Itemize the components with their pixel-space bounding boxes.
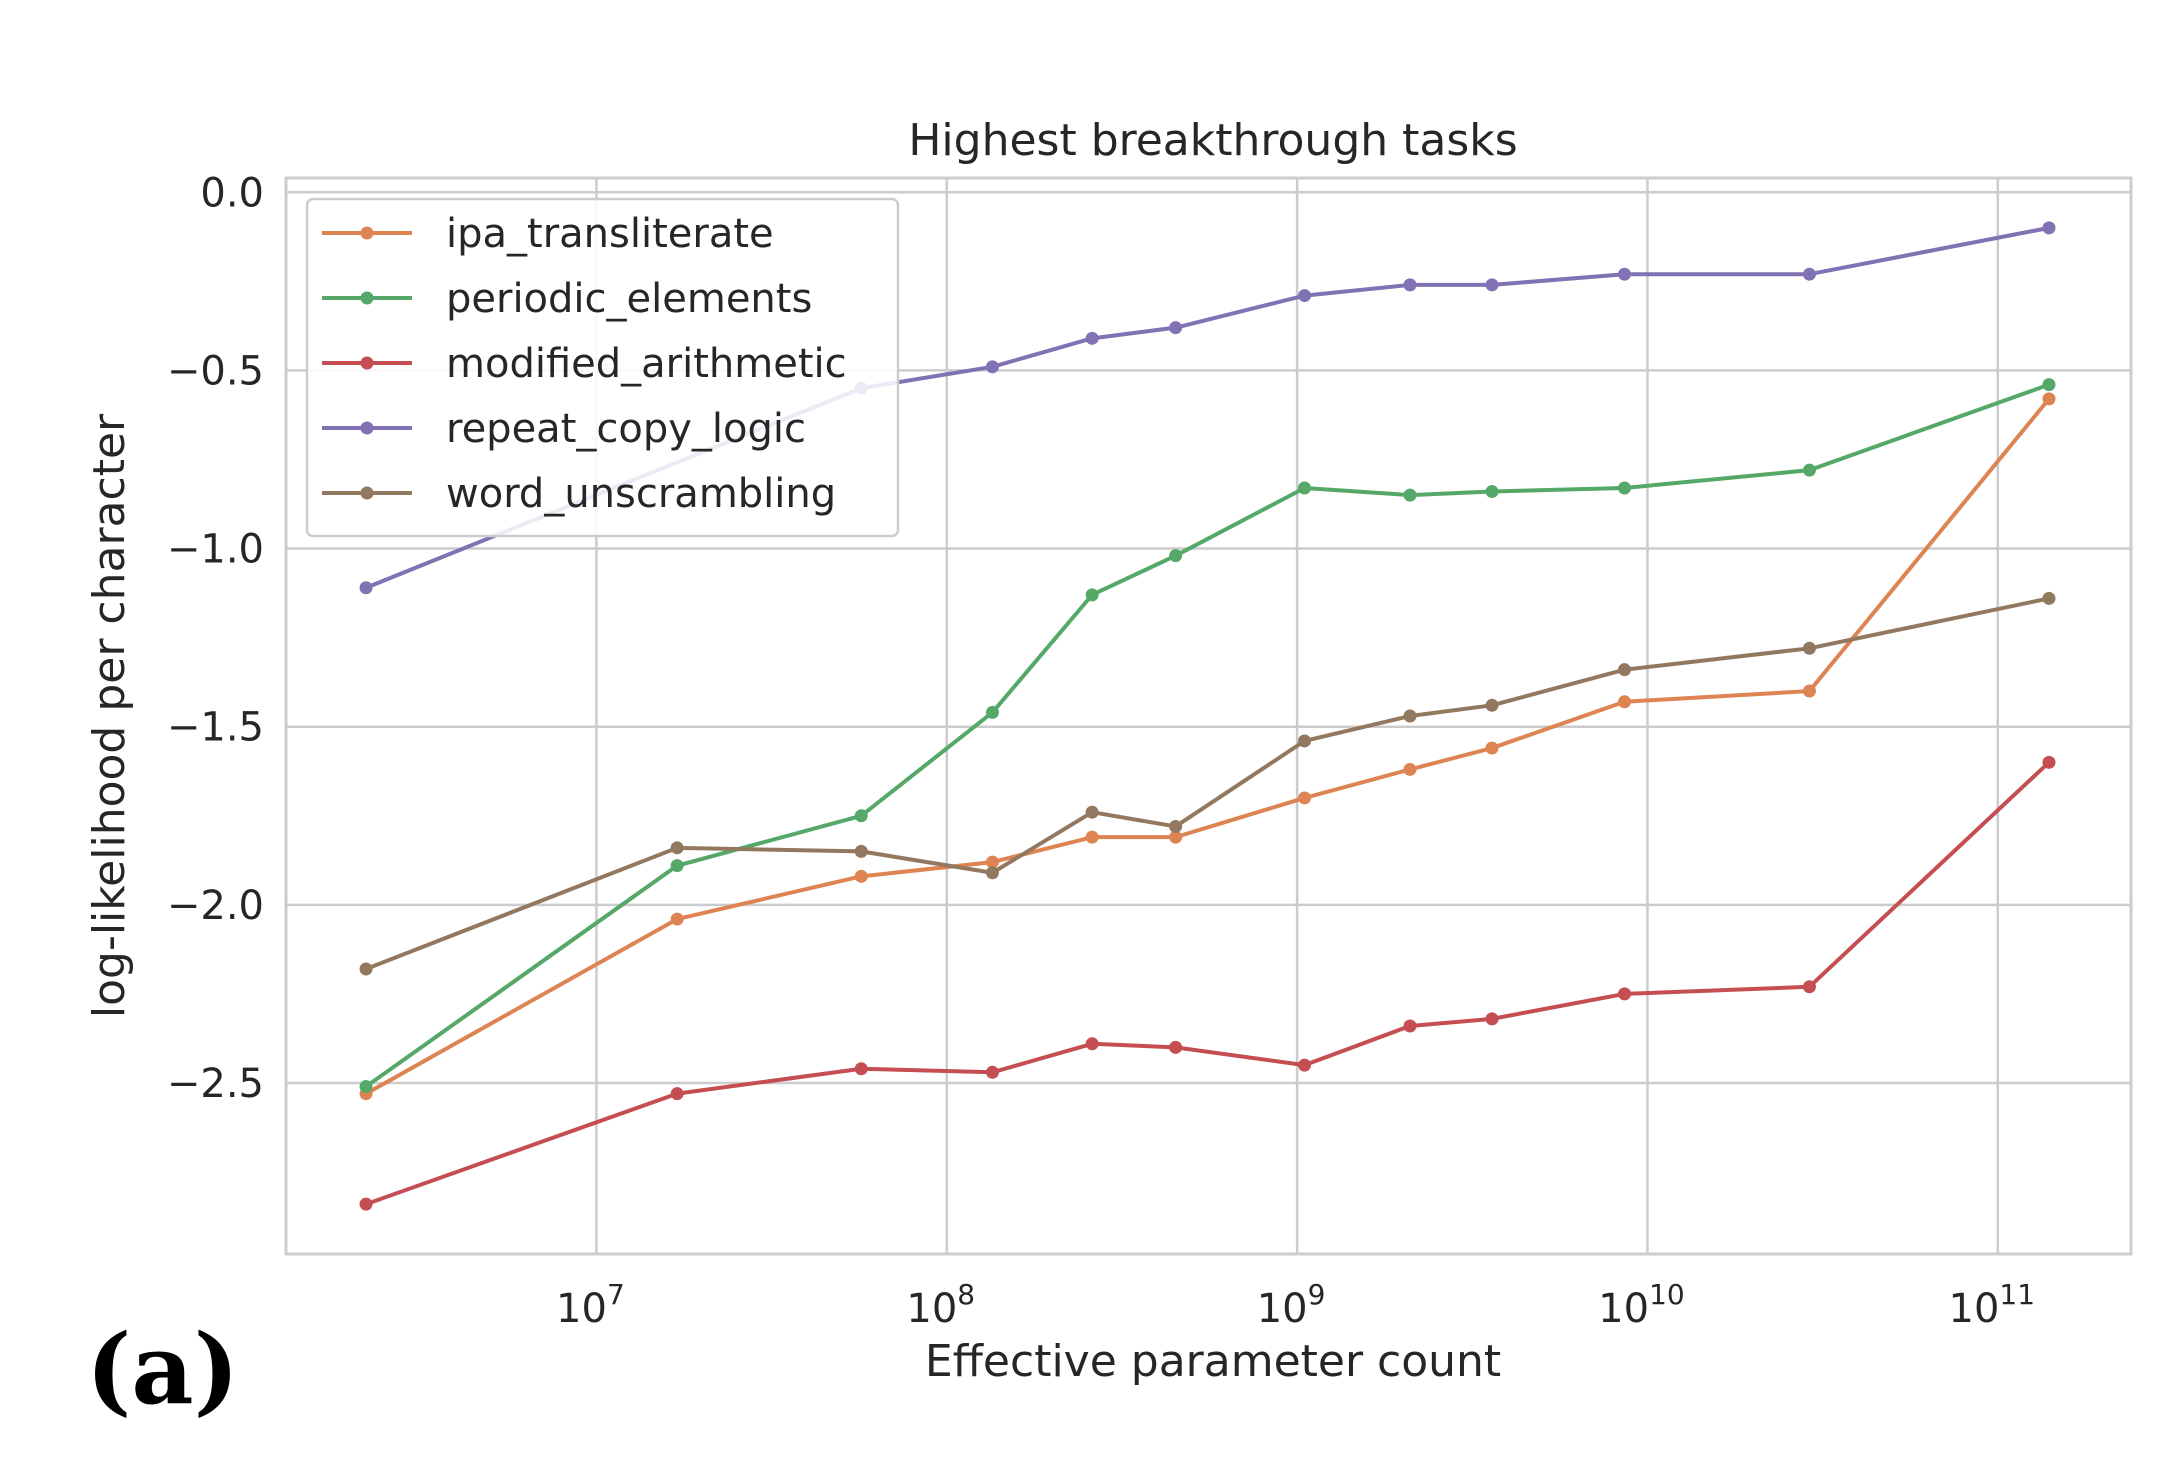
data-point-word_unscrambling [1085, 805, 1099, 819]
data-point-modified_arithmetic [1618, 987, 1632, 1001]
x-axis-label: Effective parameter count [925, 1336, 1501, 1387]
y-tick-label: −0.5 [167, 348, 264, 394]
x-tick-labels: 107 108 109 1010 1011 [556, 1278, 2035, 1332]
legend: ipa_transliterate periodic_elementsmodifi… [305, 197, 900, 538]
data-point-periodic_elements [1485, 485, 1499, 499]
series-line-modified_arithmetic [365, 760, 2051, 1207]
series-line-ipa_transliterate [365, 397, 2051, 1096]
data-point-repeat_copy_logic [1802, 267, 1816, 281]
legend-marker [360, 291, 374, 305]
data-point-periodic_elements [670, 859, 684, 873]
data-point-ipa_transliterate [854, 869, 868, 883]
data-point-word_unscrambling [359, 962, 373, 976]
data-point-periodic_elements [854, 809, 868, 823]
series-lines [359, 221, 2056, 1211]
data-point-modified_arithmetic [1298, 1058, 1312, 1072]
data-point-repeat_copy_logic [1298, 289, 1312, 303]
data-point-periodic_elements [1403, 488, 1417, 502]
y-tick-label: −2.5 [167, 1061, 264, 1107]
data-point-repeat_copy_logic [1485, 278, 1499, 292]
data-point-modified_arithmetic [670, 1087, 684, 1101]
data-point-word_unscrambling [1403, 709, 1417, 723]
legend-entry: periodic_elements [446, 276, 812, 322]
data-point-word_unscrambling [1485, 698, 1499, 712]
data-point-modified_arithmetic [1403, 1019, 1417, 1033]
panel-label: (a) [86, 1313, 240, 1426]
y-tick-label: −2.0 [167, 883, 264, 929]
x-tick-label: 109 [1257, 1278, 1326, 1332]
data-point-periodic_elements [1298, 481, 1312, 495]
data-point-repeat_copy_logic [1403, 278, 1417, 292]
data-point-modified_arithmetic [1485, 1012, 1499, 1026]
y-tick-label: −1.0 [167, 527, 264, 573]
data-point-periodic_elements [1085, 588, 1099, 602]
legend-marker [360, 356, 374, 370]
data-point-ipa_transliterate [670, 912, 684, 926]
data-point-repeat_copy_logic [359, 581, 373, 595]
data-point-word_unscrambling [1169, 819, 1183, 833]
legend-marker [360, 486, 374, 500]
data-point-ipa_transliterate [1298, 791, 1312, 805]
data-point-modified_arithmetic [985, 1065, 999, 1079]
data-point-repeat_copy_logic [985, 360, 999, 374]
y-tick-label: 0.0 [200, 170, 264, 216]
data-point-ipa_transliterate [1802, 684, 1816, 698]
data-point-ipa_transliterate [1085, 830, 1099, 844]
data-point-ipa_transliterate [1485, 741, 1499, 755]
data-point-repeat_copy_logic [1085, 331, 1099, 345]
data-point-modified_arithmetic [1802, 980, 1816, 994]
data-point-periodic_elements [1802, 463, 1816, 477]
data-point-word_unscrambling [2042, 591, 2056, 605]
data-point-ipa_transliterate [2042, 392, 2056, 406]
data-point-word_unscrambling [854, 844, 868, 858]
data-point-modified_arithmetic [1169, 1040, 1183, 1054]
legend-entry: modified_arithmetic [446, 341, 847, 387]
data-point-periodic_elements [359, 1080, 373, 1094]
data-point-modified_arithmetic [1085, 1037, 1099, 1051]
data-point-repeat_copy_logic [1618, 267, 1632, 281]
data-point-periodic_elements [2042, 378, 2056, 392]
data-point-ipa_transliterate [1618, 695, 1632, 709]
legend-marker [360, 226, 374, 240]
y-axis-label: log-likelihood per character [84, 413, 135, 1018]
x-tick-label: 107 [556, 1278, 625, 1332]
chart-title: Highest breakthrough tasks [908, 115, 1517, 166]
series-line-word_unscrambling [365, 596, 2050, 971]
data-point-periodic_elements [985, 705, 999, 719]
data-point-word_unscrambling [985, 866, 999, 880]
data-point-periodic_elements [1618, 481, 1632, 495]
legend-entry: ipa_transliterate [446, 211, 774, 257]
legend-entry: repeat_copy_logic [446, 406, 806, 452]
data-point-ipa_transliterate [1403, 762, 1417, 776]
data-point-word_unscrambling [1802, 641, 1816, 655]
data-point-modified_arithmetic [2042, 755, 2056, 769]
legend-box [305, 197, 900, 538]
y-tick-labels: 0.0 −0.5 −1.0 −1.5 −2.0 −2.5 [167, 170, 264, 1107]
data-point-modified_arithmetic [854, 1062, 868, 1076]
x-tick-label: 108 [906, 1278, 975, 1332]
legend-entry: word_unscrambling [446, 471, 836, 517]
data-point-repeat_copy_logic [2042, 221, 2056, 235]
x-tick-label: 1011 [1949, 1278, 2036, 1332]
y-tick-label: −1.5 [167, 705, 264, 751]
data-point-word_unscrambling [670, 841, 684, 855]
data-point-modified_arithmetic [359, 1197, 373, 1211]
data-point-repeat_copy_logic [1169, 321, 1183, 335]
plot-frame [284, 176, 2133, 1256]
data-point-ipa_transliterate [985, 855, 999, 869]
data-point-word_unscrambling [1618, 663, 1632, 677]
data-point-word_unscrambling [1298, 734, 1312, 748]
legend-marker [360, 421, 374, 435]
x-tick-label: 1010 [1598, 1278, 1685, 1332]
data-point-periodic_elements [1169, 549, 1183, 563]
series-line-periodic_elements [364, 382, 2050, 1089]
data-point-ipa_transliterate [1169, 830, 1183, 844]
